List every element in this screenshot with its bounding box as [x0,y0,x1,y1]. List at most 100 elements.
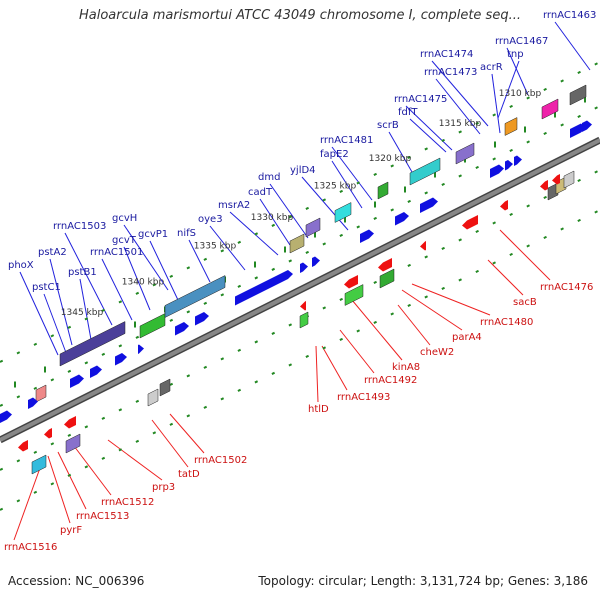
feature-block [164,275,226,318]
forward-gene-arrow [70,374,84,388]
gene-label-rrnAC1492[interactable]: rrnAC1492 [364,375,417,386]
leader-line [331,160,363,209]
leader-line [149,240,179,301]
gene-arrows[interactable] [0,120,592,452]
leader-line [388,131,413,173]
scale-label: 1335 kbp [194,242,237,252]
feature-block [35,384,47,403]
gene-label-pstC1[interactable]: pstC1 [32,282,61,293]
leader-line [79,278,93,346]
gene-label-yjlD4[interactable]: yjlD4 [290,165,316,176]
reverse-gene-arrow [462,215,478,230]
gene-label-oye3[interactable]: oye3 [198,214,223,225]
reverse-gene-arrow [552,174,560,185]
gene-label-parA4[interactable]: parA4 [452,332,482,343]
gene-label-gcvT[interactable]: gcvT [112,235,137,246]
forward-gene-arrow [235,270,293,306]
gene-label-pstB1[interactable]: pstB1 [68,267,97,278]
leader-line [339,329,375,374]
leader-line [259,198,291,246]
gene-label-pstA2[interactable]: pstA2 [38,247,67,258]
leader-line [405,105,453,151]
gene-label-htlD[interactable]: htlD [308,404,329,415]
gene-label-rrnAC1476[interactable]: rrnAC1476 [540,282,593,293]
gene-label-scrB[interactable]: scrB [377,120,399,131]
gene-label-rrnAC1467[interactable]: rrnAC1467 [495,36,548,47]
gene-label-rrnAC1481[interactable]: rrnAC1481 [320,135,373,146]
forward-gene-arrow [300,262,308,273]
feature-block [563,170,575,189]
map-title: Haloarcula marismortui ATCC 43049 chromo… [79,8,521,23]
feature-block [409,157,441,186]
feature-track[interactable] [31,84,587,475]
reverse-gene-arrow [300,301,306,311]
gene-label-rrnAC1493[interactable]: rrnAC1493 [337,392,390,403]
feature-block [334,202,352,223]
leader-line [101,258,133,321]
feature-block [159,378,171,397]
feature-block [139,313,166,339]
leader-line [497,60,520,119]
gene-label-cadT[interactable]: cadT [248,187,273,198]
reverse-gene-arrow [540,180,548,191]
forward-gene-arrow [360,229,374,243]
gene-label-rrnAC1501[interactable]: rrnAC1501 [90,247,143,258]
gene-label-rrnAC1512[interactable]: rrnAC1512 [101,497,154,508]
leader-line [209,225,246,271]
gene-label-rrnAC1475[interactable]: rrnAC1475 [394,94,447,105]
forward-gene-arrow [514,155,522,166]
feature-block [547,182,559,201]
forward-gene-arrow [195,312,209,326]
reverse-gene-arrow [18,440,28,452]
gene-label-cheW2[interactable]: cheW2 [420,347,454,358]
gene-label-phoX[interactable]: phoX [8,260,34,271]
leader-line [506,47,529,96]
leader-line [123,224,169,291]
gene-label-rrnAC1473[interactable]: rrnAC1473 [424,67,477,78]
feature-block [379,268,395,289]
forward-gene-arrow [115,353,127,366]
forward-gene-arrow [90,365,102,378]
gene-label-msrA2[interactable]: msrA2 [218,200,250,211]
reverse-gene-arrow [500,200,508,211]
leader-line [435,78,481,135]
gene-labels[interactable]: rrnAC1463rrnAC1467tnprrnAC1474acrRrrnAC1… [4,10,596,553]
gene-label-fapE2[interactable]: fapE2 [320,149,349,160]
feature-block [299,311,309,329]
gene-label-acrR[interactable]: acrR [480,62,503,73]
gene-label-sacB[interactable]: sacB [513,297,537,308]
gene-label-gcvH[interactable]: gcvH [112,213,137,224]
feature-block [305,217,321,238]
gene-label-rrnAC1463[interactable]: rrnAC1463 [543,10,596,21]
gene-label-tnp[interactable]: tnp [507,49,524,60]
forward-gene-arrow [0,410,12,423]
gene-label-nifS[interactable]: nifS [177,228,196,239]
gene-label-rrnAC1474[interactable]: rrnAC1474 [420,49,473,60]
leader-line [47,455,71,524]
accession-info: Accession: NC_006396 [8,574,145,588]
gene-label-kinA8[interactable]: kinA8 [392,362,420,373]
gene-label-rrnAC1502[interactable]: rrnAC1502 [194,455,247,466]
chromosome-backbone [0,136,600,444]
forward-gene-arrow [28,397,38,409]
gene-label-tatD[interactable]: tatD [178,469,200,480]
gene-label-dmd[interactable]: dmd [258,172,280,183]
gene-label-fdfT[interactable]: fdfT [398,107,418,118]
leader-line [123,246,151,311]
leader-line [43,293,69,359]
leader-line [19,271,59,356]
gene-label-rrnAC1513[interactable]: rrnAC1513 [76,511,129,522]
gene-label-rrnAC1503[interactable]: rrnAC1503 [53,221,106,232]
gene-label-pyrF[interactable]: pyrF [60,525,82,536]
feature-block [31,454,47,475]
gene-label-rrnAC1516[interactable]: rrnAC1516 [4,542,57,553]
forward-gene-arrow [420,197,438,213]
leader-line [188,239,211,283]
leader-line [397,304,431,346]
feature-block [344,284,364,306]
feature-block [65,433,81,454]
gene-label-prp3[interactable]: prp3 [152,482,175,493]
gene-label-gcvP1[interactable]: gcvP1 [138,229,168,240]
gene-label-rrnAC1480[interactable]: rrnAC1480 [480,317,533,328]
